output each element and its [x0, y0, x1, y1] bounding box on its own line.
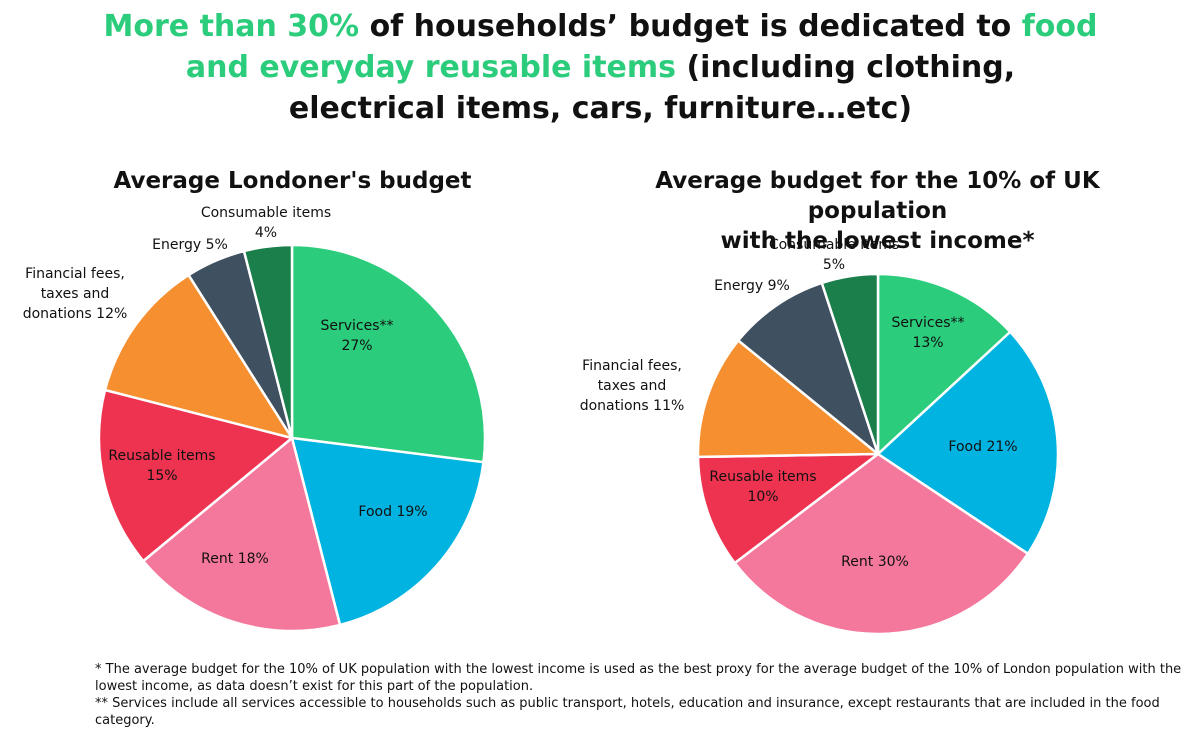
footnote-lowest-income: * The average budget for the 10% of UK p…: [95, 662, 1182, 694]
pie-slice-financial: [696, 339, 880, 459]
slice-label-services: Services** 27%: [320, 318, 393, 354]
pie-slice-food: [876, 330, 1060, 555]
footnotes: * The average budget for the 10% of UK p…: [95, 661, 1185, 729]
pie-slice-food: [290, 436, 485, 627]
headline-line-2: and everyday reusable items (including c…: [0, 47, 1201, 88]
pie-slice-consumable: [242, 243, 294, 440]
headline: More than 30% of households’ budget is d…: [0, 6, 1201, 129]
pie-slice-energy: [737, 281, 880, 456]
pie-slice-rent: [733, 452, 1030, 636]
pie-slice-rent: [142, 436, 342, 633]
chart-title-londoner: Average Londoner's budget: [80, 166, 505, 196]
chart-title-line: Average Londoner's budget: [113, 168, 472, 194]
slice-label-services: Services** 13%: [891, 315, 964, 351]
headline-accent-reusable: and everyday reusable items: [185, 50, 676, 85]
chart-title-low-income: Average budget for the 10% of UK populat…: [585, 166, 1170, 256]
headline-accent-food: food: [1021, 9, 1098, 44]
slice-label-food: Food 19%: [358, 504, 427, 520]
slice-label-financial: Financial fees, taxes and donations 11%: [580, 358, 685, 414]
slice-label-food: Food 21%: [948, 439, 1017, 455]
pie-slice-reusable: [696, 452, 880, 565]
slice-label-rent: Rent 30%: [841, 554, 909, 570]
headline-text: electrical items, cars, furniture…etc): [288, 91, 913, 126]
chart-title-line: Average budget for the 10% of UK populat…: [655, 168, 1100, 224]
chart-title-line: with the lowest income*: [720, 228, 1035, 254]
headline-text: of households’ budget is dedicated to: [359, 9, 1022, 44]
pie-slice-services: [876, 272, 1012, 456]
slice-label-consumable: Consumable items 5%: [769, 237, 899, 273]
pie-slice-reusable: [97, 388, 294, 563]
slice-label-consumable: Consumable items 4%: [201, 205, 331, 241]
slice-label-reusable: Reusable items 10%: [709, 469, 816, 505]
headline-line-3: electrical items, cars, furniture…etc): [0, 88, 1201, 129]
headline-text: (including clothing,: [676, 50, 1016, 85]
slice-label-energy: Energy 5%: [152, 237, 228, 253]
pie-slice-financial: [103, 273, 294, 440]
pie-slice-consumable: [820, 272, 880, 456]
slice-label-reusable: Reusable items 15%: [108, 448, 215, 484]
footnote-services: ** Services include all services accessi…: [95, 696, 1160, 728]
headline-accent-percent: More than 30%: [103, 9, 360, 44]
headline-line-1: More than 30% of households’ budget is d…: [0, 6, 1201, 47]
pie-slice-services: [290, 243, 487, 464]
slice-label-financial: Financial fees, taxes and donations 12%: [23, 266, 128, 322]
slice-label-energy: Energy 9%: [714, 278, 790, 294]
slice-label-rent: Rent 18%: [201, 551, 269, 567]
